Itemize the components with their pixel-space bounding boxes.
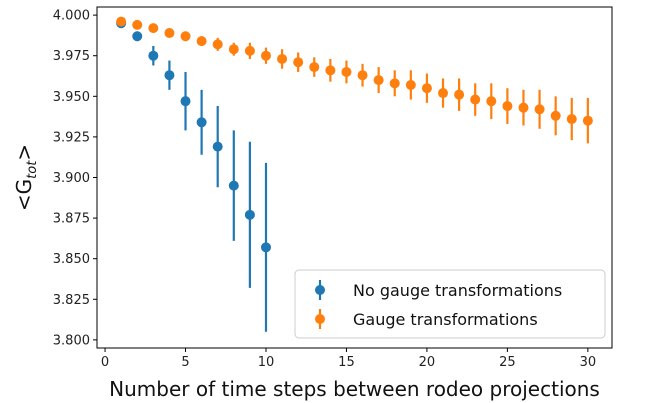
data-point xyxy=(405,79,416,90)
data-point xyxy=(212,39,223,50)
series-1 xyxy=(116,16,593,144)
data-point xyxy=(277,53,288,64)
data-point xyxy=(180,31,191,42)
data-point xyxy=(260,50,271,61)
data-point xyxy=(180,96,191,107)
legend-swatch-gauge xyxy=(315,309,325,329)
data-point xyxy=(454,89,465,100)
legend: No gauge transformations Gauge transform… xyxy=(294,269,606,339)
data-point xyxy=(148,50,159,61)
x-tick-label: 15 xyxy=(338,355,355,370)
data-point xyxy=(486,96,497,107)
data-point xyxy=(438,88,449,99)
data-point xyxy=(164,27,175,38)
x-tick-label: 0 xyxy=(101,355,109,370)
y-tick-label: 3.875 xyxy=(53,212,90,227)
legend-marker xyxy=(315,314,325,324)
data-point xyxy=(421,83,432,94)
legend-marker xyxy=(315,285,325,295)
data-point xyxy=(582,115,593,126)
y-tick-label: 3.800 xyxy=(53,333,90,348)
data-point xyxy=(550,110,561,121)
data-point xyxy=(116,16,127,27)
data-point xyxy=(518,102,529,113)
x-tick-label: 20 xyxy=(419,355,436,370)
data-point xyxy=(164,70,175,81)
data-point xyxy=(260,242,271,253)
data-point xyxy=(502,101,513,112)
data-point xyxy=(389,78,400,89)
data-point xyxy=(212,141,223,152)
y-tick-label: 3.950 xyxy=(53,90,90,105)
data-point xyxy=(309,62,320,73)
data-point xyxy=(293,57,304,68)
y-tick-label: 3.850 xyxy=(53,252,90,267)
data-point xyxy=(325,65,336,76)
y-tick-label: 3.825 xyxy=(53,293,90,308)
series-0 xyxy=(116,18,271,332)
data-point xyxy=(228,180,239,191)
legend-box xyxy=(294,269,606,339)
y-axis-title-prefix: <G xyxy=(12,179,36,211)
data-point xyxy=(566,114,577,125)
data-point xyxy=(470,94,481,105)
x-tick-label: 10 xyxy=(258,355,275,370)
legend-swatch-no-gauge xyxy=(315,280,325,300)
data-point xyxy=(196,36,207,47)
data-point xyxy=(132,31,143,42)
y-axis-title-subscript: tot xyxy=(25,160,40,179)
y-tick-label: 3.975 xyxy=(53,49,90,64)
x-tick-label: 5 xyxy=(181,355,189,370)
data-point xyxy=(534,104,545,115)
legend-label-no-gauge: No gauge transformations xyxy=(353,281,562,300)
data-point xyxy=(244,45,255,56)
y-tick-label: 3.900 xyxy=(53,171,90,186)
x-tick-label: 25 xyxy=(499,355,516,370)
data-point xyxy=(373,75,384,86)
plot-marks xyxy=(116,16,593,332)
data-point xyxy=(357,70,368,81)
data-point xyxy=(341,66,352,77)
x-axis-title: Number of time steps between rodeo proje… xyxy=(109,377,600,401)
y-axis-title: <Gtot> xyxy=(12,144,40,211)
x-tick-label: 30 xyxy=(580,355,597,370)
data-point xyxy=(148,23,159,34)
legend-label-gauge: Gauge transformations xyxy=(353,310,538,329)
axis-ticks: 0 5 10 15 20 25 30 3.800 3.825 3.850 3.875 3.900 3.9… xyxy=(53,9,596,370)
data-point xyxy=(196,117,207,128)
y-tick-label: 3.925 xyxy=(53,130,90,145)
data-point xyxy=(132,19,143,30)
y-axis-title-suffix: > xyxy=(12,144,36,161)
data-point xyxy=(244,209,255,220)
y-tick-label: 4.000 xyxy=(53,9,90,24)
data-point xyxy=(228,44,239,55)
